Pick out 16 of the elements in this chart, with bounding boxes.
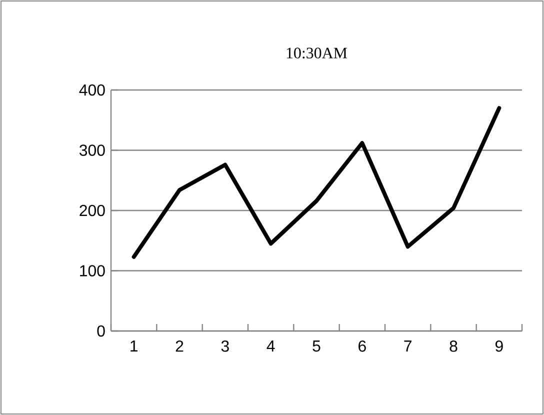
y-tick-label: 100	[80, 265, 105, 276]
y-tick-label: 300	[80, 144, 105, 156]
x-tick-label: 1	[130, 340, 138, 352]
y-tick-label: 400	[79, 84, 105, 96]
x-tick-label: 5	[312, 340, 320, 352]
line-series	[132, 106, 502, 259]
chart-title: 10:30AM	[286, 48, 348, 58]
x-tick-label: 3	[221, 340, 229, 352]
x-tick-label: 9	[495, 340, 503, 352]
x-tick-label: 8	[450, 340, 458, 352]
x-tick-label: 2	[176, 340, 184, 352]
y-tick-label: 200	[80, 204, 105, 216]
y-tick-label: 0	[97, 325, 105, 337]
x-tick-label: 7	[404, 340, 412, 352]
x-tick-label: 4	[266, 340, 275, 352]
x-tick-label: 6	[358, 340, 366, 352]
